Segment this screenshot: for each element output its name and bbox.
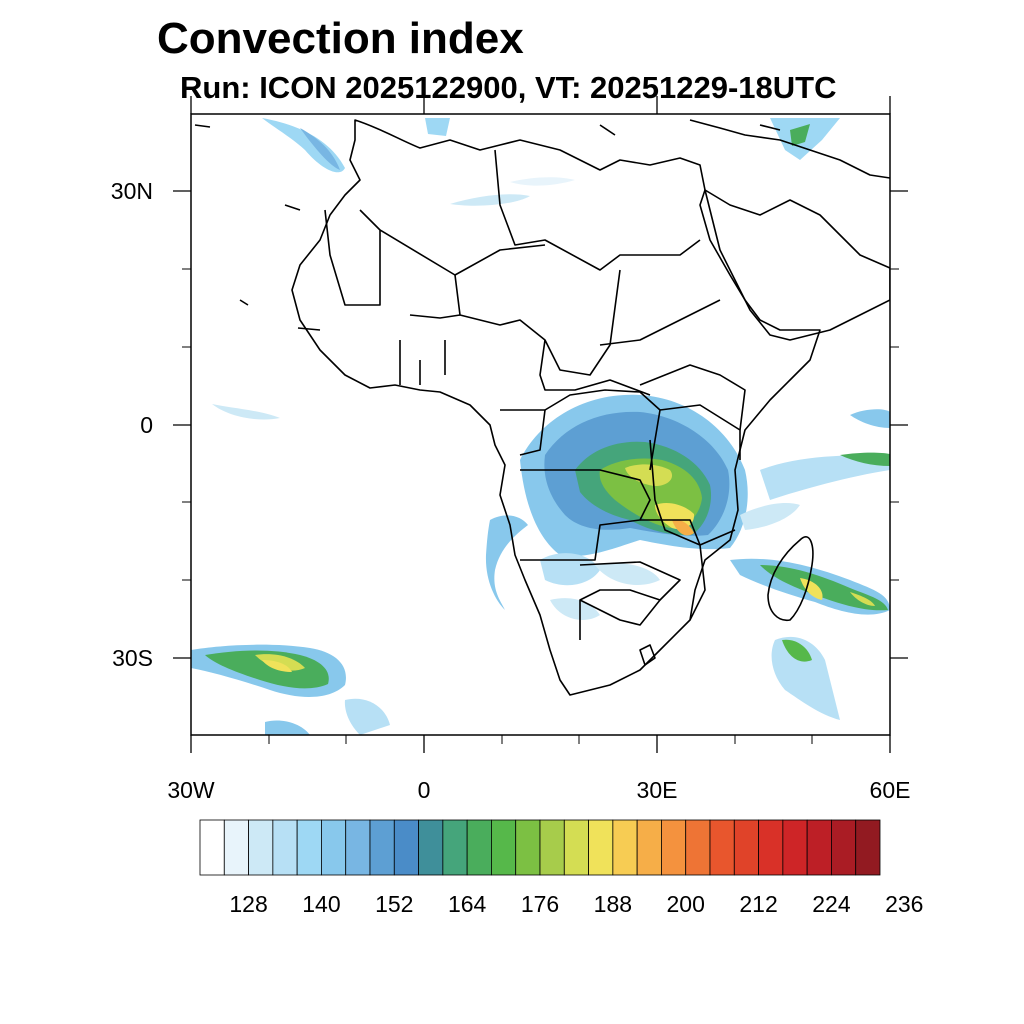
lat-label-30n: 30N <box>111 178 153 204</box>
colorbar-label: 224 <box>812 891 851 917</box>
colorbar-swatch <box>321 819 347 876</box>
colorbar-swatch <box>758 819 784 876</box>
colorbar-swatch <box>685 819 711 876</box>
colorbar-swatch <box>539 819 565 876</box>
colorbar-label: 236 <box>885 891 923 917</box>
axis-ticks <box>173 96 908 753</box>
colorbar-swatch <box>223 819 249 876</box>
colorbar-swatch <box>369 819 395 876</box>
colorbar-label: 188 <box>594 891 632 917</box>
colorbar-label: 128 <box>229 891 267 917</box>
plot-subtitle: Run: ICON 2025122900, VT: 20251229-18UTC <box>180 70 837 105</box>
colorbar-swatch <box>466 819 492 876</box>
colorbar-label: 152 <box>375 891 413 917</box>
colorbar-swatch <box>636 819 662 876</box>
colorbar-label: 200 <box>667 891 705 917</box>
colorbar-swatch <box>345 819 371 876</box>
minor-ticks <box>182 268 899 744</box>
colorbar-swatch <box>733 819 759 876</box>
lon-label-30w: 30W <box>167 777 215 803</box>
colorbar-swatch <box>588 819 614 876</box>
colorbar-label: 176 <box>521 891 559 917</box>
colorbar <box>199 819 881 876</box>
colorbar-swatch <box>272 819 298 876</box>
colorbar-swatch <box>782 819 808 876</box>
lon-label-30e: 30E <box>637 777 678 803</box>
colorbar-swatch <box>393 819 419 876</box>
colorbar-label: 140 <box>302 891 340 917</box>
colorbar-swatch <box>442 819 468 876</box>
lat-label-0: 0 <box>140 412 153 438</box>
lon-label-60e: 60E <box>870 777 911 803</box>
colorbar-swatch <box>709 819 735 876</box>
coastlines-borders <box>194 119 890 696</box>
colorbar-label: 212 <box>739 891 777 917</box>
colorbar-swatch <box>418 819 444 876</box>
colorbar-swatch <box>491 819 517 876</box>
convection-field <box>191 118 890 735</box>
colorbar-swatch <box>199 819 225 876</box>
colorbar-swatch <box>612 819 638 876</box>
colorbar-swatch <box>661 819 687 876</box>
colorbar-labels: 128 140 152 164 176 188 200 212 224 236 <box>229 891 923 917</box>
colorbar-swatch <box>296 819 322 876</box>
colorbar-swatch <box>515 819 541 876</box>
plot-title: Convection index <box>157 14 524 63</box>
lat-label-30s: 30S <box>112 645 153 671</box>
colorbar-swatch <box>855 819 881 876</box>
colorbar-swatch <box>563 819 589 876</box>
colorbar-swatch <box>806 819 832 876</box>
colorbar-swatch <box>831 819 857 876</box>
lon-label-0: 0 <box>418 777 431 803</box>
colorbar-label: 164 <box>448 891 487 917</box>
colorbar-swatch <box>248 819 274 876</box>
